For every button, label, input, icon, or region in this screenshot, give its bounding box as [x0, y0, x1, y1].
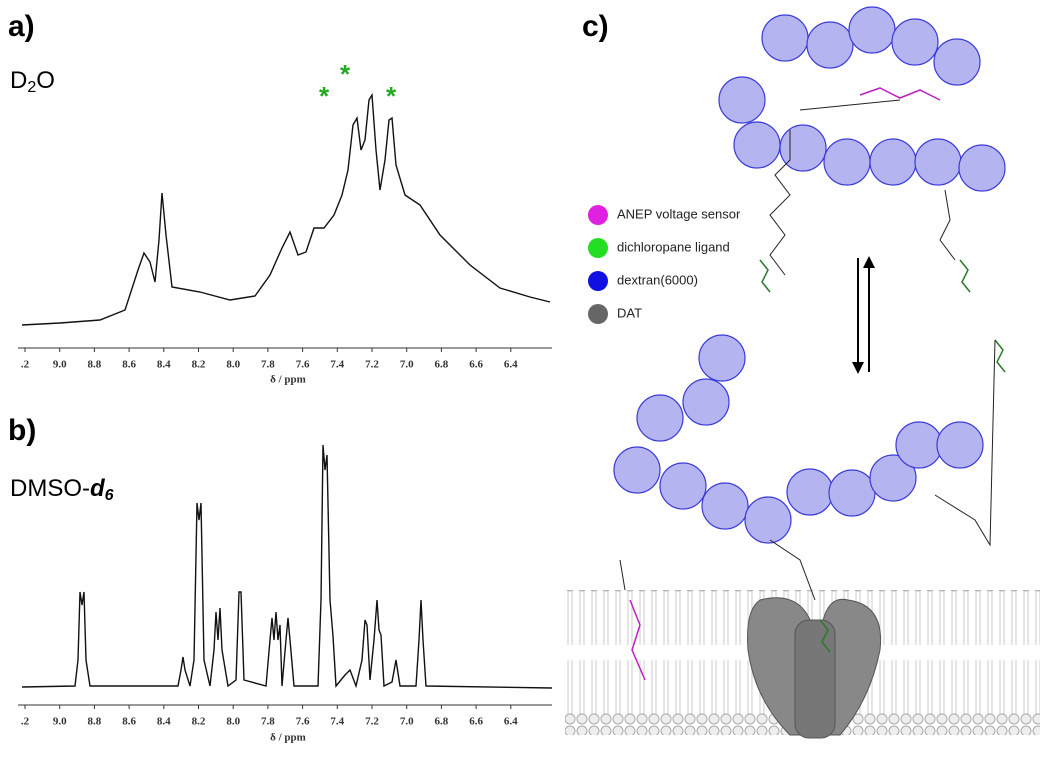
x-tick-label: 8.0: [226, 716, 240, 728]
x-tick-label: 8.6: [122, 716, 136, 728]
bead: [718, 76, 766, 124]
bead: [936, 421, 984, 469]
bead: [869, 138, 917, 186]
legend-swatch: [588, 205, 608, 225]
legend-swatch: [588, 238, 608, 258]
bead: [786, 468, 834, 516]
arrow: [863, 256, 875, 268]
legend-label: ANEP voltage sensor: [617, 206, 741, 221]
x-tick-label: 8.4: [157, 359, 171, 371]
x-tick-label: 8.2: [192, 716, 206, 728]
legend: ANEP voltage sensor dichloropane ligand de…: [588, 205, 741, 324]
x-tick-label: 7.4: [330, 716, 344, 728]
bead: [958, 144, 1006, 192]
bead: [659, 462, 707, 510]
x-tick-label: 6.4: [504, 716, 518, 728]
legend-swatch: [588, 304, 608, 324]
panel-label: b): [8, 414, 36, 447]
solvent-part: 6: [105, 487, 114, 504]
bead: [733, 121, 781, 169]
solvent: DMSO-d6: [10, 475, 114, 504]
x-tick-label: 8.0: [226, 359, 240, 371]
legend-label: DAT: [617, 305, 642, 320]
transporter: [747, 597, 882, 736]
x-tick-label: 6.4: [504, 359, 518, 371]
ligand: [759, 259, 1006, 653]
x-tick-label: 7.0: [400, 359, 414, 371]
panel-label: a): [8, 10, 35, 43]
legend-label: dextran(6000): [617, 272, 698, 287]
bead: [682, 378, 730, 426]
solvent-part: d: [90, 475, 106, 502]
x-tick-label: 7.8: [261, 716, 275, 728]
x-tick-label: .2: [21, 716, 30, 728]
bead: [895, 421, 943, 469]
arrow: [852, 362, 864, 374]
bead: [761, 14, 809, 62]
x-tick-label: 7.2: [365, 716, 379, 728]
legend-swatch: [588, 271, 608, 291]
x-tick-label: .2: [21, 359, 30, 371]
bead: [933, 38, 981, 86]
x-tick-label: 7.2: [365, 359, 379, 371]
x-tick-label: 7.0: [400, 716, 414, 728]
x-tick-label: 9.0: [53, 359, 67, 371]
solvent-part: 2: [27, 79, 36, 96]
x-tick-label: 8.2: [192, 359, 206, 371]
x-axis-label: δ / ppm: [270, 374, 306, 386]
peak-mark: *: [340, 59, 351, 89]
bead: [828, 469, 876, 517]
peak-mark: *: [319, 81, 330, 111]
spectrum: [21, 444, 553, 689]
x-ticks: .2 9.0 8.8 8.6 8.4 8.2 8.0 7.8 7.6 7.4 7.2 7.0 6.8 6.…: [21, 705, 518, 728]
anep: [629, 599, 646, 681]
x-tick-label: 6.6: [469, 359, 483, 371]
anep: [859, 87, 941, 101]
x-tick-label: 7.8: [261, 359, 275, 371]
peak-mark: *: [386, 81, 397, 111]
spectrum: [21, 92, 551, 326]
panel-label: c): [582, 10, 609, 43]
bead: [701, 482, 749, 530]
bead: [744, 496, 792, 544]
legend-label: dichloropane ligand: [617, 239, 730, 254]
x-tick-label: 6.8: [435, 359, 449, 371]
bead: [636, 394, 684, 442]
solvent: D2O: [10, 67, 55, 96]
x-tick-label: 8.4: [157, 716, 171, 728]
linker: [619, 189, 996, 601]
linker: [799, 99, 901, 111]
x-tick-label: 7.4: [330, 359, 344, 371]
x-ticks: .2 9.0 8.8 8.6 8.4 8.2 8.0 7.8 7.6 7.4 7.2 7.0 6.8 6.…: [21, 348, 518, 371]
transporter: [794, 619, 836, 739]
bead: [823, 138, 871, 186]
bead: [613, 446, 661, 494]
x-tick-label: 6.8: [435, 716, 449, 728]
x-axis-label: δ / ppm: [270, 732, 306, 744]
dextran-chain: [613, 6, 1006, 544]
solvent-part: O: [36, 67, 55, 94]
bead: [848, 6, 896, 54]
solvent-part: DMSO-: [10, 475, 90, 502]
bead: [806, 21, 854, 69]
x-tick-label: 7.6: [296, 716, 310, 728]
linker: [769, 130, 791, 276]
x-tick-label: 6.6: [469, 716, 483, 728]
bead: [891, 18, 939, 66]
x-tick-label: 8.6: [122, 359, 136, 371]
x-tick-label: 9.0: [53, 716, 67, 728]
x-tick-label: 8.8: [88, 716, 102, 728]
x-tick-label: 7.6: [296, 359, 310, 371]
bead: [914, 138, 962, 186]
bead: [698, 334, 746, 382]
bead: [869, 454, 917, 502]
bead: [779, 124, 827, 172]
solvent-part: D: [10, 67, 27, 94]
x-tick-label: 8.8: [88, 359, 102, 371]
